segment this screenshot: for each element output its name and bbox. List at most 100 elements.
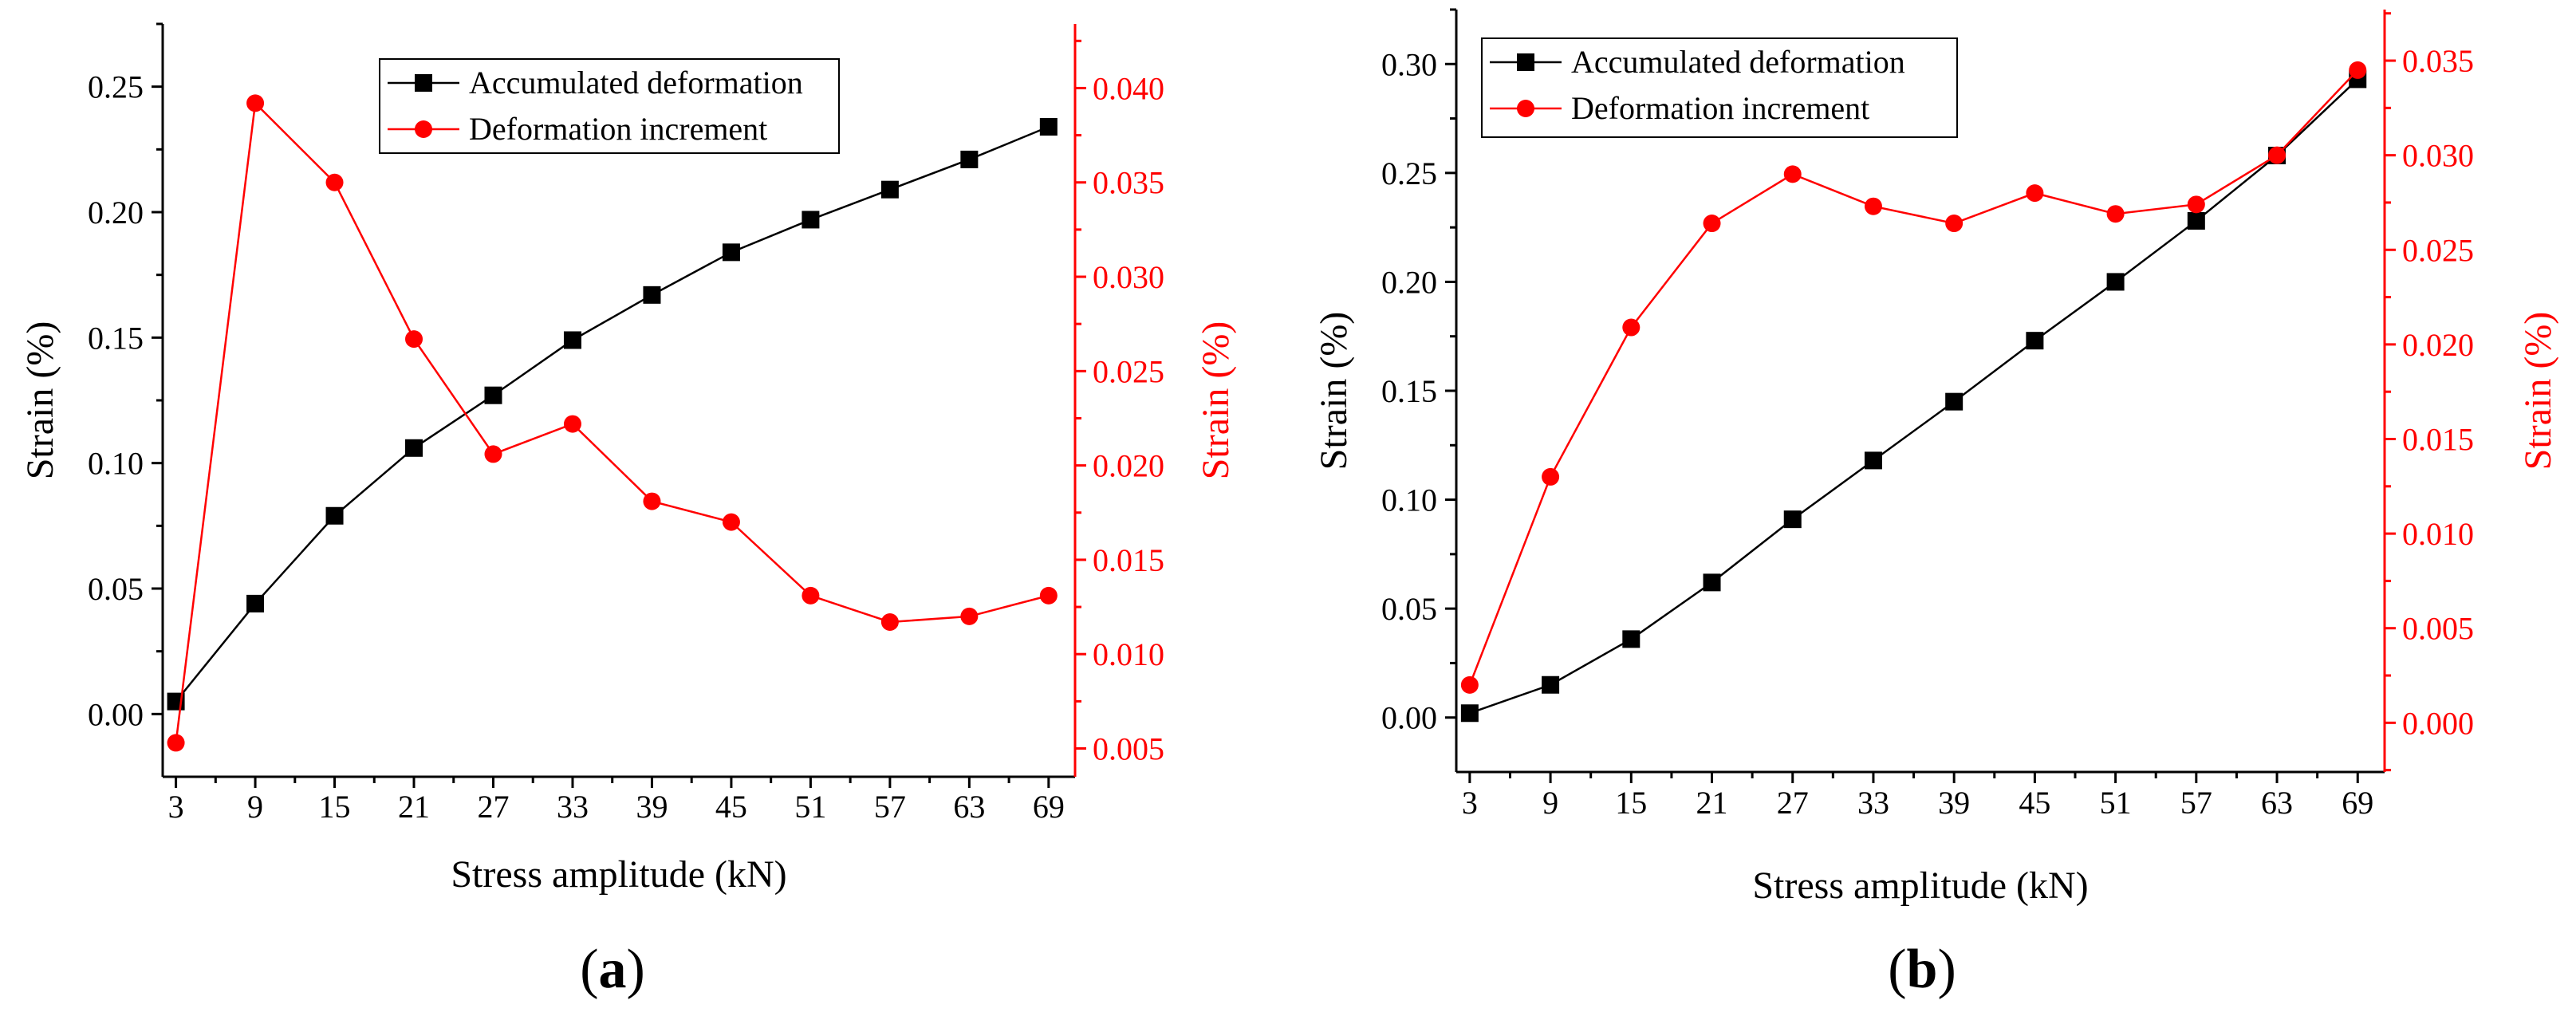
data-point-square xyxy=(722,243,740,262)
data-point-circle xyxy=(563,415,581,433)
data-point-square xyxy=(1703,573,1721,592)
y-tick-label: 0.15 xyxy=(1381,373,1437,409)
x-axis-title: Stress amplitude (kN) xyxy=(451,853,786,896)
legend-entry: Accumulated deformation xyxy=(469,65,803,100)
x-tick-label: 63 xyxy=(2261,785,2293,821)
data-point-circle xyxy=(2026,184,2044,203)
legend-entry: Accumulated deformation xyxy=(1571,44,1905,80)
y-tick-label: 0.00 xyxy=(1381,700,1437,736)
data-point-circle xyxy=(643,492,661,510)
x-tick-label: 27 xyxy=(1777,785,1809,821)
y2-tick-label: 0.035 xyxy=(1093,165,1164,201)
y-tick-label: 0.05 xyxy=(88,571,144,607)
y-tick-label: 0.05 xyxy=(1381,591,1437,627)
y2-tick-label: 0.010 xyxy=(1093,636,1164,672)
y-tick-label: 0.30 xyxy=(1381,46,1437,82)
x-tick-label: 57 xyxy=(874,789,906,825)
data-point-square xyxy=(325,506,344,525)
data-point-circle xyxy=(1783,165,1802,183)
data-point-circle xyxy=(167,734,185,752)
x-tick-label: 57 xyxy=(2180,785,2212,821)
y-tick-label: 0.10 xyxy=(88,446,144,482)
y-tick-label: 0.25 xyxy=(1381,156,1437,191)
x-tick-label: 63 xyxy=(953,789,985,825)
data-point-circle xyxy=(2349,61,2367,79)
legend-marker-square xyxy=(1517,53,1534,71)
legend-entry: Deformation increment xyxy=(1571,90,1869,126)
data-point-circle xyxy=(1622,318,1641,337)
y2-tick-label: 0.005 xyxy=(2402,611,2474,647)
y-axis-title: Strain (%) xyxy=(1313,312,1355,471)
y2-tick-label: 0.020 xyxy=(1093,448,1164,484)
x-tick-label: 69 xyxy=(1033,789,1065,825)
x-tick-label: 9 xyxy=(1542,785,1558,821)
data-point-circle xyxy=(2106,205,2125,223)
legend-marker-circle xyxy=(415,120,432,138)
data-point-square xyxy=(405,439,423,457)
data-point-square xyxy=(960,150,979,168)
x-tick-label: 3 xyxy=(168,789,184,825)
data-point-circle xyxy=(405,330,423,349)
y2-tick-label: 0.040 xyxy=(1093,70,1164,106)
y-axis-title: Strain (%) xyxy=(19,321,61,480)
x-tick-label: 33 xyxy=(1857,785,1889,821)
y2-tick-label: 0.030 xyxy=(2402,138,2474,174)
y2-tick-label: 0.025 xyxy=(2402,232,2474,268)
legend-entry: Deformation increment xyxy=(469,111,767,147)
data-point-circle xyxy=(2187,195,2205,214)
y-tick-label: 0.20 xyxy=(1381,264,1437,300)
x-tick-label: 33 xyxy=(557,789,589,825)
y2-tick-label: 0.005 xyxy=(1093,731,1164,767)
data-point-square xyxy=(2026,332,2044,350)
legend-marker-square xyxy=(415,74,432,92)
data-point-circle xyxy=(2268,146,2286,164)
y2-tick-label: 0.015 xyxy=(1093,542,1164,578)
y2-tick-label: 0.035 xyxy=(2402,43,2474,79)
data-point-circle xyxy=(484,445,502,463)
data-point-circle xyxy=(1864,197,1882,215)
y2-tick-label: 0.020 xyxy=(2402,327,2474,363)
y-tick-label: 0.15 xyxy=(88,320,144,356)
data-point-square xyxy=(880,180,899,199)
series-line xyxy=(175,100,1050,743)
y-tick-label: 0.20 xyxy=(88,195,144,230)
x-axis-title: Stress amplitude (kN) xyxy=(1752,864,2088,907)
data-point-square xyxy=(802,211,820,229)
data-point-square xyxy=(1783,510,1802,529)
data-point-square xyxy=(643,286,661,304)
data-point-circle xyxy=(325,173,344,191)
legend-box xyxy=(1481,37,1958,138)
data-point-square xyxy=(2187,211,2205,230)
x-tick-label: 21 xyxy=(1696,785,1728,821)
data-point-circle xyxy=(802,586,820,605)
x-tick-label: 39 xyxy=(1938,785,1970,821)
y2-tick-label: 0.010 xyxy=(2402,516,2474,552)
chart-panel-a: 3 9 15 21 27 33 39 45 51 57 63 690.000.050.100.150.… xyxy=(19,22,1237,896)
data-point-square xyxy=(246,594,265,612)
y2-axis-title: Strain (%) xyxy=(1195,321,1237,480)
panel-label-a: (a) xyxy=(580,939,645,1000)
y2-tick-label: 0.030 xyxy=(1093,259,1164,295)
data-point-circle xyxy=(246,94,265,112)
data-point-square xyxy=(1039,118,1058,136)
x-tick-label: 51 xyxy=(794,789,826,825)
x-tick-label: 9 xyxy=(247,789,263,825)
y2-axis-title: Strain (%) xyxy=(2517,312,2559,471)
data-point-square xyxy=(1864,451,1882,470)
series-line xyxy=(175,125,1050,703)
y-tick-label: 0.25 xyxy=(88,69,144,105)
x-tick-label: 51 xyxy=(2100,785,2132,821)
y2-tick-label: 0.015 xyxy=(2402,421,2474,457)
data-point-circle xyxy=(1039,586,1058,605)
data-point-square xyxy=(1460,704,1479,723)
chart-panel-b: 3 9 15 21 27 33 39 45 51 57 63 690.000.050.100.150.… xyxy=(1313,8,2559,907)
x-tick-label: 3 xyxy=(1462,785,1478,821)
legend-box xyxy=(379,58,840,154)
y-tick-label: 0.10 xyxy=(1381,482,1437,518)
data-point-square xyxy=(1622,630,1641,648)
data-point-circle xyxy=(1542,467,1560,486)
y2-tick-label: 0.000 xyxy=(2402,705,2474,741)
data-point-square xyxy=(563,331,581,349)
x-tick-label: 69 xyxy=(2342,785,2373,821)
